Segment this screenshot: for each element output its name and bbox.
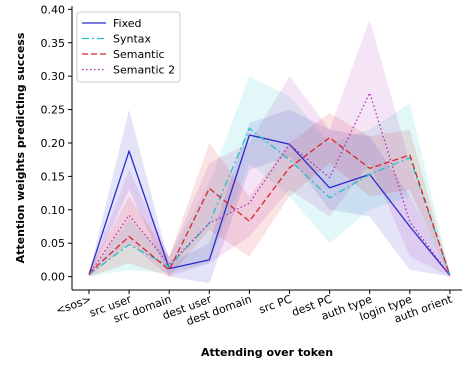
y-tick-label: 0.30 bbox=[41, 70, 66, 83]
band-fixed bbox=[89, 109, 450, 284]
axes bbox=[71, 6, 462, 291]
legend-label-semantic-2: Semantic 2 bbox=[113, 64, 175, 77]
x-tick-label: src PC bbox=[257, 292, 294, 316]
band-semantic-2 bbox=[89, 19, 450, 277]
x-tick-label: <sos> bbox=[54, 293, 93, 318]
line-fixed bbox=[88, 134, 451, 276]
legend-label-syntax: Syntax bbox=[113, 33, 152, 46]
y-tick-label: 0.25 bbox=[41, 104, 66, 117]
y-tick-label: 0.00 bbox=[41, 271, 66, 284]
legend-label-fixed: Fixed bbox=[113, 17, 142, 30]
y-tick-label: 0.15 bbox=[41, 170, 66, 183]
y-tick-label: 0.10 bbox=[41, 204, 66, 217]
y-tick-label: 0.35 bbox=[41, 37, 66, 50]
y-ticks: 0.00 0.05 0.10 0.15 0.20 0.25 0.30 0.35 0.40 bbox=[41, 3, 72, 284]
line-semantic-2 bbox=[88, 92, 451, 276]
y-tick-label: 0.20 bbox=[41, 137, 66, 150]
line-semantic bbox=[88, 136, 451, 276]
y-tick-label: 0.40 bbox=[41, 3, 66, 16]
legend: Fixed Syntax Semantic Semantic 2 bbox=[76, 11, 181, 83]
legend-box bbox=[76, 11, 181, 83]
legend-label-semantic: Semantic bbox=[113, 48, 165, 61]
series-lines bbox=[88, 92, 451, 276]
band-syntax bbox=[89, 76, 450, 277]
y-axis-title: Attention weights predicting success bbox=[14, 32, 27, 263]
y-tick-label: 0.05 bbox=[41, 237, 66, 250]
x-axis-title: Attending over token bbox=[201, 346, 333, 359]
